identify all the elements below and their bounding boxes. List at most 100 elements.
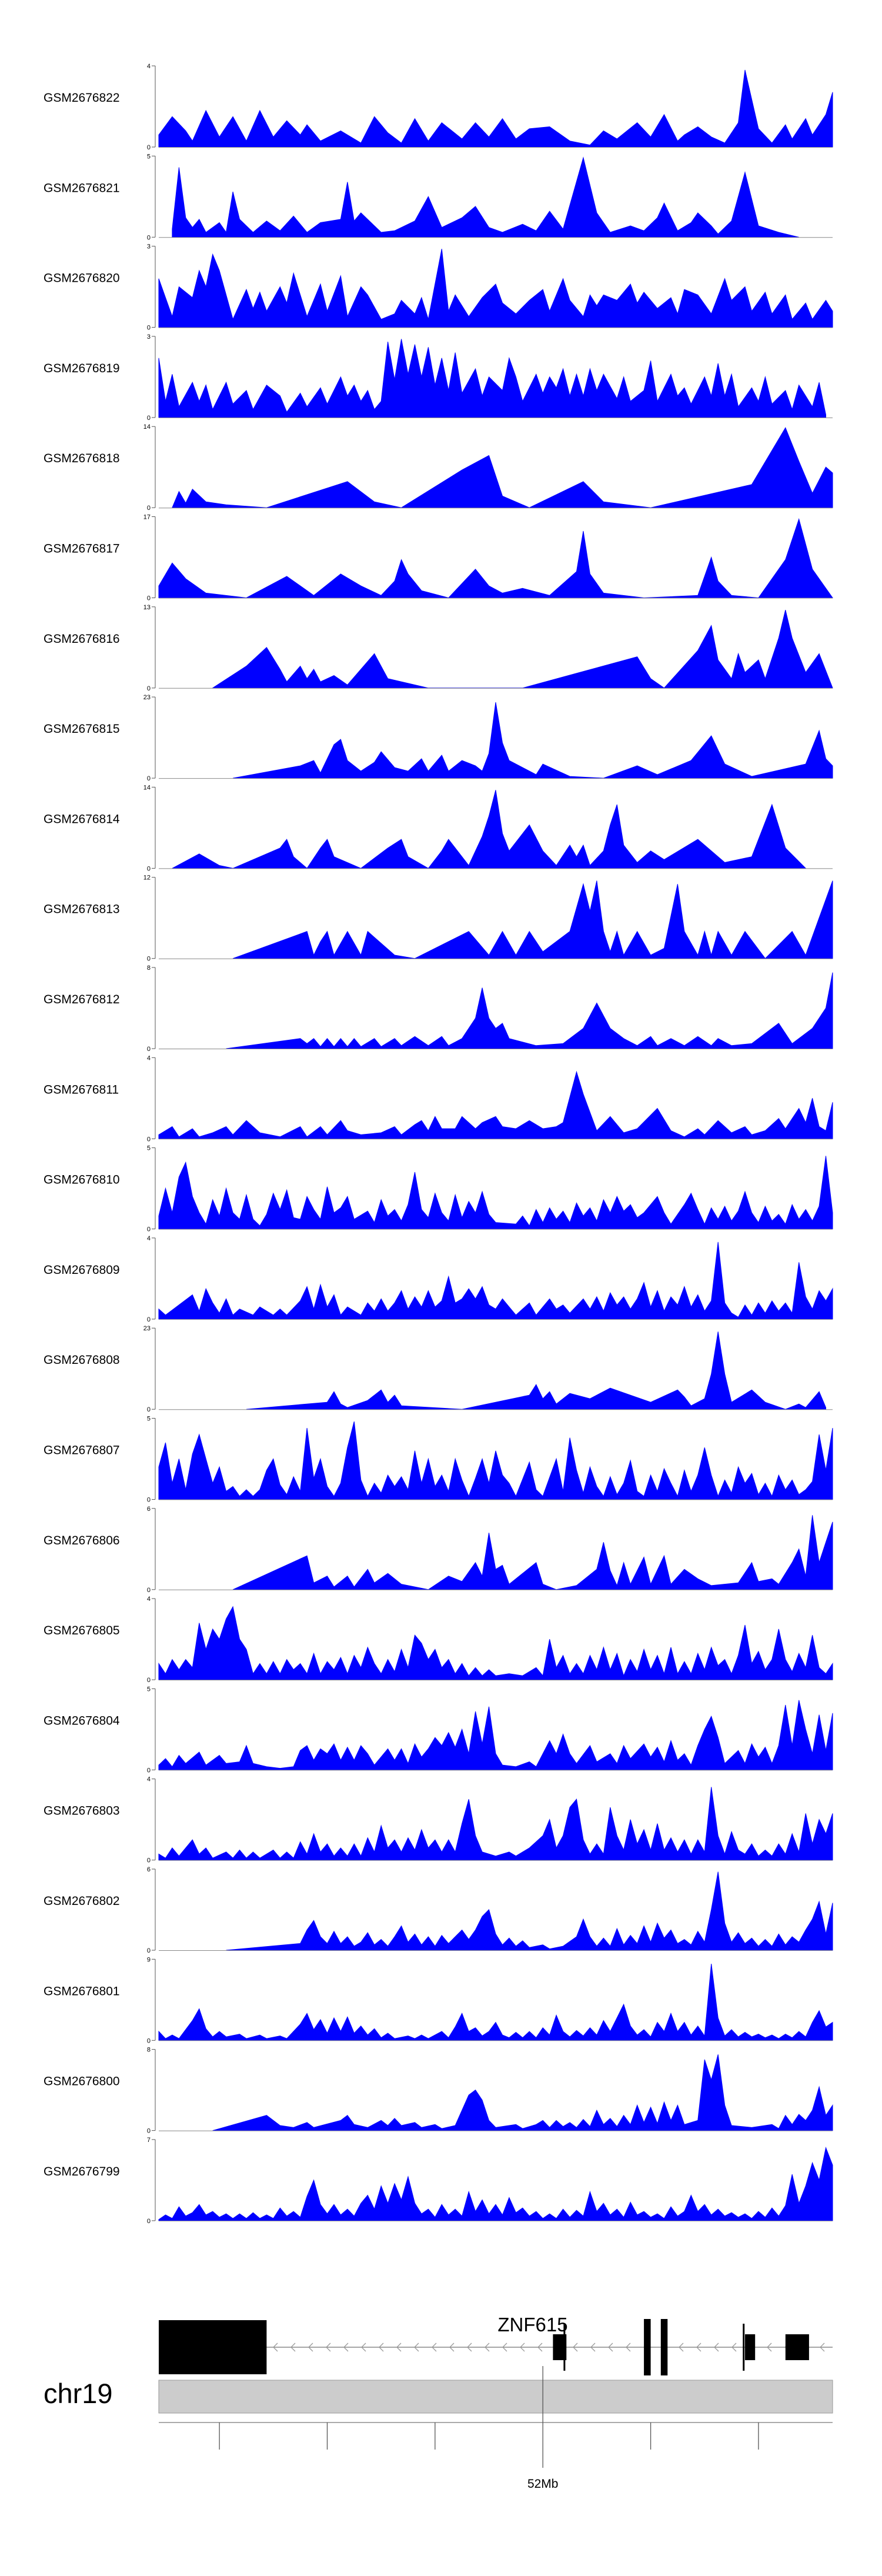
y-tick-label-zero: 0 [147,2128,151,2135]
track-GSM2676813: GSM2676813 12 0 [44,875,833,963]
y-tick-label-max: 23 [143,1325,151,1332]
track-label: GSM2676810 [44,1173,120,1187]
strand-arrow [573,2343,578,2352]
strand-arrow [502,2343,507,2352]
strand-arrow [449,2343,455,2352]
strand-arrow [432,2343,437,2352]
coverage-area [246,1332,826,1410]
y-tick-label-zero: 0 [147,1767,151,1774]
track-label: GSM2676821 [44,181,120,195]
exon-6 [785,2334,809,2360]
y-tick-label-max: 8 [147,2047,151,2054]
coverage-area [158,1787,833,1861]
track-GSM2676802: GSM2676802 6 0 [44,1866,833,1954]
y-tick-label-max: 14 [143,784,151,791]
track-label: GSM2676814 [44,812,120,826]
track-GSM2676800: GSM2676800 8 0 [44,2047,833,2135]
y-tick-label-max: 3 [147,333,151,341]
track-label: GSM2676816 [44,632,120,646]
coverage-area [158,1421,833,1500]
track-label: GSM2676812 [44,993,120,1006]
track-GSM2676804: GSM2676804 5 0 [44,1686,833,1774]
y-tick-label-zero: 0 [147,2218,151,2225]
y-tick-label-zero: 0 [147,1226,151,1233]
track-GSM2676821: GSM2676821 5 0 [44,153,833,241]
strand-arrow [520,2343,525,2352]
exon-4 [660,2319,668,2375]
y-tick-label-zero: 0 [147,1857,151,1864]
coverage-area [172,156,799,238]
strand-arrow [626,2343,631,2352]
y-tick-label-zero: 0 [147,1677,151,1684]
track-label: GSM2676803 [44,1804,120,1818]
track-GSM2676810: GSM2676810 5 0 [44,1145,833,1233]
y-tick-label-max: 8 [147,965,151,972]
y-tick-label-max: 4 [147,1776,151,1783]
coverage-area [158,1606,833,1680]
y-tick-label-max: 14 [143,423,151,431]
strand-arrow [273,2343,278,2352]
y-tick-label-max: 6 [147,1866,151,1873]
coverage-area [226,972,833,1049]
y-tick-label-zero: 0 [147,1406,151,1413]
strand-arrow [396,2343,402,2352]
y-tick-label-zero: 0 [147,865,151,872]
track-label: GSM2676815 [44,722,120,736]
strand-arrow [308,2343,313,2352]
y-tick-label-max: 5 [147,1416,151,1423]
strand-arrow [379,2343,384,2352]
track-label: GSM2676819 [44,362,120,375]
y-tick-label-zero: 0 [147,234,151,241]
exon-1 [159,2320,267,2374]
genome-axis-tick-label: 52Mb [527,2477,559,2491]
strand-arrow [608,2343,613,2352]
coverage-area [172,427,833,508]
strand-arrow [767,2343,772,2352]
y-tick-label-zero: 0 [147,144,151,151]
track-GSM2676808: GSM2676808 23 0 [44,1325,833,1413]
y-tick-label-zero: 0 [147,1046,151,1053]
y-tick-label-zero: 0 [147,1316,151,1323]
exon-2 [553,2334,567,2360]
exon-5 [745,2334,756,2360]
strand-arrow [590,2343,596,2352]
coverage-area [158,249,833,328]
y-tick-label-zero: 0 [147,956,151,963]
track-GSM2676812: GSM2676812 8 0 [44,965,833,1053]
coverage-area [158,69,833,148]
chromosome-track: chr19 52Mb [44,2366,833,2491]
y-tick-label-zero: 0 [147,325,151,332]
track-label: GSM2676818 [44,452,120,465]
track-GSM2676803: GSM2676803 4 0 [44,1776,833,1864]
y-tick-label-zero: 0 [147,1947,151,1954]
gene-name: ZNF615 [497,2314,567,2335]
y-tick-label-max: 5 [147,1686,151,1693]
chromosome-label: chr19 [44,2378,113,2409]
track-GSM2676811: GSM2676811 4 0 [44,1055,833,1143]
coverage-area [233,702,833,779]
track-GSM2676815: GSM2676815 23 0 [44,694,833,782]
y-tick-label-max: 4 [147,1596,151,1603]
track-GSM2676818: GSM2676818 14 0 [44,423,833,512]
strand-arrow [820,2343,825,2352]
track-GSM2676822: GSM2676822 4 0 [44,63,833,151]
track-GSM2676817: GSM2676817 17 0 [44,514,833,602]
track-GSM2676809: GSM2676809 4 0 [44,1235,833,1323]
strand-arrow [467,2343,472,2352]
y-tick-label-zero: 0 [147,775,151,782]
chromosome-ideogram [158,2380,833,2414]
y-tick-label-zero: 0 [147,2037,151,2044]
coverage-area [158,1963,833,2041]
strand-arrow [326,2343,331,2352]
y-tick-label-max: 17 [143,514,151,521]
coverage-area [232,880,833,959]
coverage-area [158,339,826,418]
track-GSM2676814: GSM2676814 14 0 [44,784,833,872]
y-tick-label-max: 4 [147,1055,151,1062]
strand-arrow [696,2343,701,2352]
y-tick-label-max: 9 [147,1956,151,1963]
y-tick-label-max: 5 [147,153,151,160]
y-tick-label-max: 4 [147,63,151,70]
track-GSM2676799: GSM2676799 7 0 [44,2137,833,2225]
